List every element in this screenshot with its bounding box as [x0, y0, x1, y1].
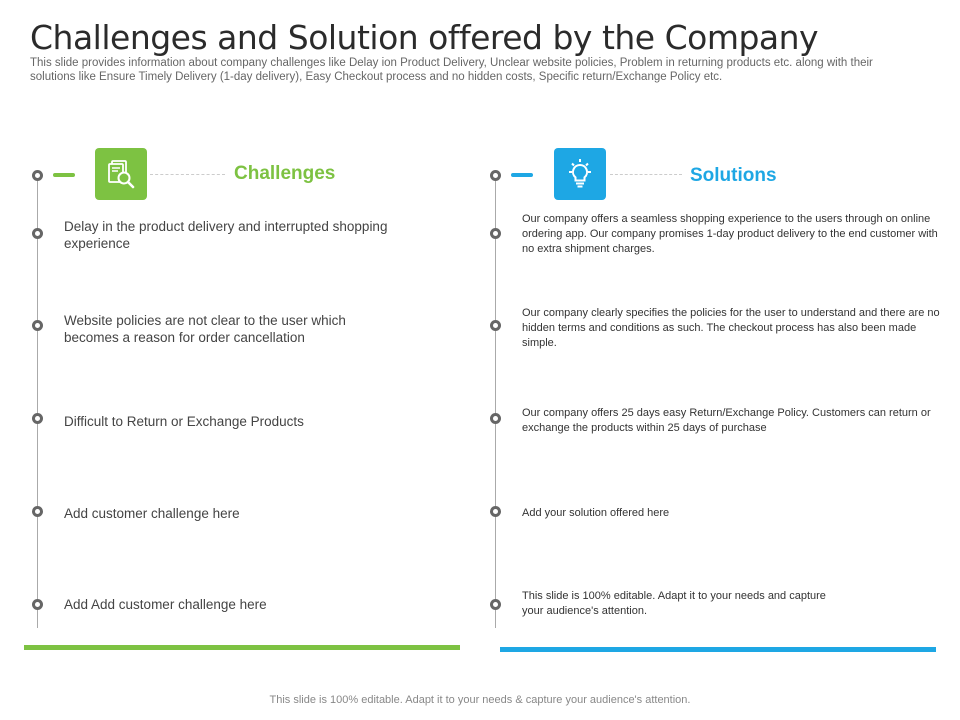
solution-item: Our company clearly specifies the polici… [522, 307, 940, 349]
challenge-dot [32, 320, 43, 331]
solution-dot [490, 599, 501, 610]
challenge-dot [32, 506, 43, 517]
challenge-item: Difficult to Return or Exchange Products [64, 414, 304, 429]
challenges-dashed-connector [150, 174, 225, 175]
solution-dot [490, 413, 501, 424]
challenge-dot [32, 413, 43, 424]
solution-item: Our company offers 25 days easy Return/E… [522, 407, 931, 434]
solutions-header-dot [490, 170, 501, 181]
challenges-header-dot [32, 170, 43, 181]
challenges-heading: Challenges [234, 163, 336, 184]
page-title: Challenges and Solution offered by the C… [30, 18, 819, 57]
solutions-timeline [495, 175, 496, 628]
challenges-timeline [37, 175, 38, 628]
solution-item: Our company offers a seamless shopping e… [522, 213, 938, 255]
solutions-dashed-connector [610, 174, 682, 175]
solution-item: This slide is 100% editable. Adapt it to… [522, 590, 826, 617]
lightbulb-icon [554, 148, 606, 200]
challenge-item: Add customer challenge here [64, 506, 240, 521]
solution-dot [490, 228, 501, 239]
challenges-accent-dash [53, 173, 75, 177]
footer-note: This slide is 100% editable. Adapt it to… [269, 694, 691, 706]
solutions-accent-dash [511, 173, 533, 177]
solution-item: Add your solution offered here [522, 507, 670, 519]
challenges-bottom-bar [24, 645, 460, 650]
challenge-item: Website policies are not clear to the us… [64, 313, 346, 345]
challenge-item: Delay in the product delivery and interr… [64, 219, 388, 251]
challenge-dot [32, 599, 43, 610]
solutions-heading: Solutions [690, 165, 777, 186]
page-subtitle: This slide provides information about co… [30, 57, 873, 83]
solution-dot [490, 320, 501, 331]
solutions-bottom-bar [500, 647, 936, 652]
solution-dot [490, 506, 501, 517]
document-search-icon [95, 148, 147, 200]
challenge-item: Add Add customer challenge here [64, 597, 267, 612]
challenge-dot [32, 228, 43, 239]
